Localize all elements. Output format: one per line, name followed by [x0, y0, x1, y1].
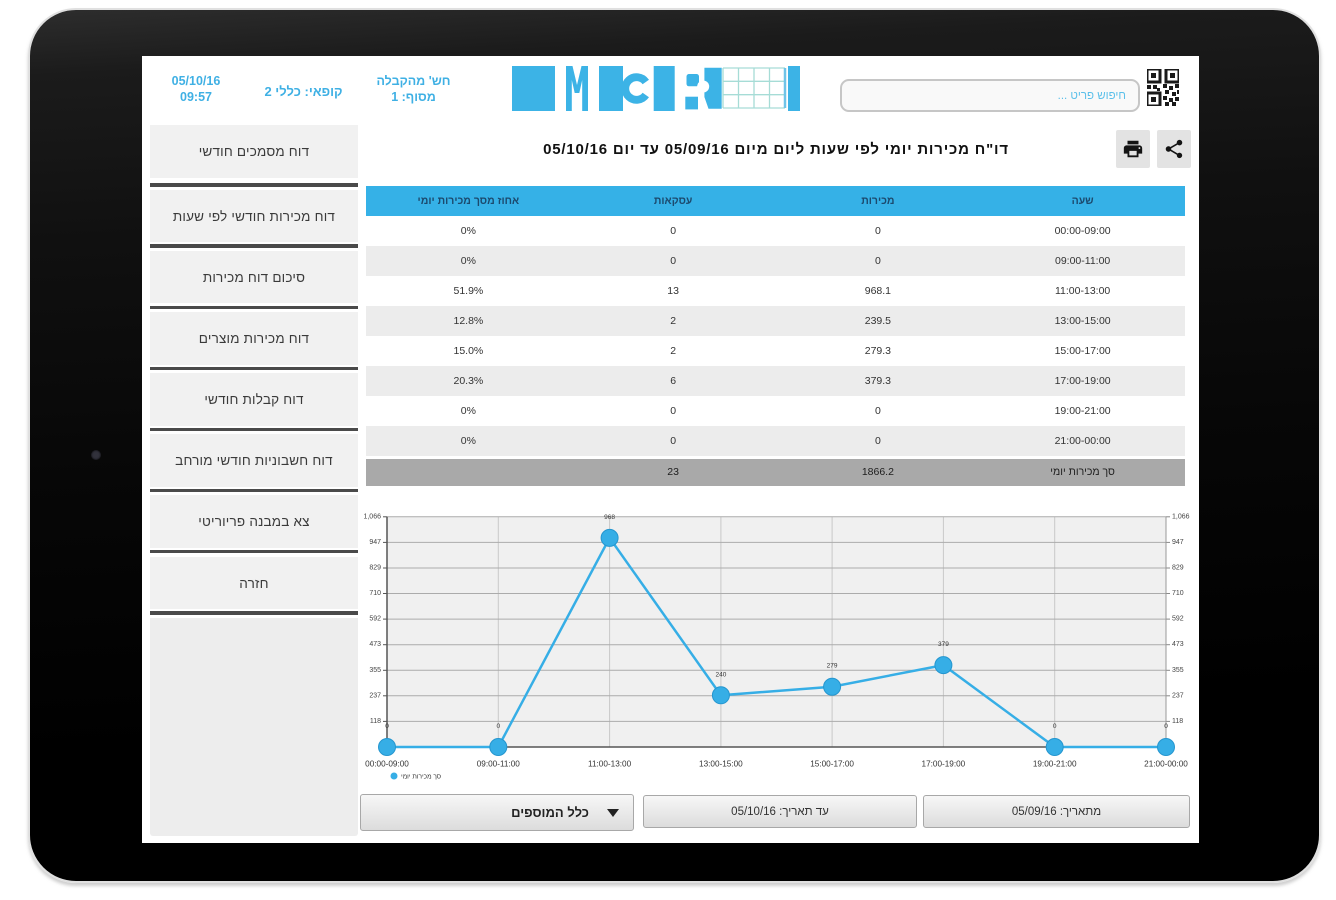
svg-text:829: 829 — [1172, 565, 1184, 572]
svg-text:11:00-13:00: 11:00-13:00 — [588, 760, 632, 769]
svg-text:829: 829 — [369, 565, 381, 572]
svg-text:592: 592 — [369, 616, 381, 623]
svg-text:240: 240 — [715, 671, 726, 678]
svg-text:00:00-09:00: 00:00-09:00 — [365, 760, 409, 769]
svg-text:947: 947 — [1172, 539, 1184, 546]
svg-text:19:00-21:00: 19:00-21:00 — [1033, 760, 1077, 769]
svg-text:947: 947 — [369, 539, 381, 546]
svg-text:473: 473 — [369, 641, 381, 648]
svg-text:0: 0 — [1164, 723, 1168, 730]
svg-text:סך מכירות יומי: סך מכירות יומי — [401, 774, 441, 781]
svg-text:0: 0 — [1053, 723, 1057, 730]
svg-text:1,066: 1,066 — [363, 513, 381, 520]
svg-text:237: 237 — [1172, 692, 1184, 699]
svg-text:1,066: 1,066 — [1172, 513, 1190, 520]
svg-text:592: 592 — [1172, 616, 1184, 623]
svg-text:237: 237 — [369, 692, 381, 699]
svg-text:355: 355 — [1172, 667, 1184, 674]
svg-text:118: 118 — [370, 718, 381, 725]
svg-text:379: 379 — [938, 641, 949, 648]
svg-text:968: 968 — [604, 514, 615, 521]
svg-text:279: 279 — [827, 663, 838, 670]
svg-text:17:00-19:00: 17:00-19:00 — [922, 760, 966, 769]
svg-text:0: 0 — [385, 723, 389, 730]
svg-text:473: 473 — [1172, 641, 1184, 648]
svg-text:0: 0 — [496, 723, 500, 730]
svg-text:21:00-00:00: 21:00-00:00 — [1144, 760, 1188, 769]
svg-text:15:00-17:00: 15:00-17:00 — [810, 760, 854, 769]
svg-text:355: 355 — [369, 667, 381, 674]
svg-text:710: 710 — [1172, 590, 1184, 597]
svg-text:710: 710 — [369, 590, 381, 597]
svg-text:13:00-15:00: 13:00-15:00 — [699, 760, 743, 769]
svg-text:118: 118 — [1172, 718, 1183, 725]
svg-text:09:00-11:00: 09:00-11:00 — [477, 760, 521, 769]
